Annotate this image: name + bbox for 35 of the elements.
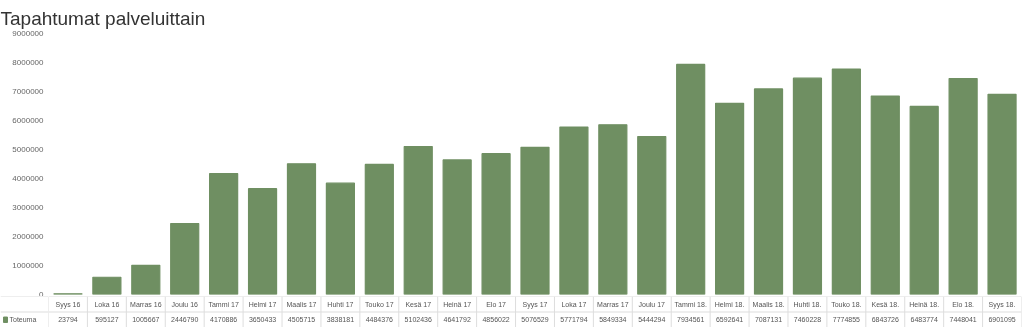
y-tick-label: 7000000	[12, 87, 45, 96]
bar	[286, 163, 317, 295]
bar	[987, 93, 1017, 295]
bar	[714, 102, 745, 295]
bar	[909, 105, 939, 295]
bar	[637, 136, 667, 295]
y-tick-label: 6000000	[12, 116, 45, 125]
bar	[520, 146, 550, 295]
y-tick-label: 3000000	[12, 203, 45, 212]
bar	[948, 77, 978, 295]
bar	[753, 88, 784, 295]
bar	[559, 126, 589, 295]
bar	[792, 77, 823, 295]
y-tick-label: 4000000	[12, 174, 45, 183]
y-tick-label: 8000000	[12, 58, 45, 67]
bar	[170, 222, 200, 295]
y-tick-label: 2000000	[12, 232, 45, 241]
bar	[442, 159, 472, 295]
chart-title: Tapahtumat palveluittain	[0, 7, 206, 29]
bar	[131, 264, 161, 295]
bar	[831, 68, 861, 295]
bar	[364, 163, 394, 295]
bar	[325, 182, 356, 295]
bar	[92, 276, 122, 295]
y-tick-label: 0	[39, 289, 45, 299]
y-tick-label: 5000000	[12, 145, 45, 154]
bar	[870, 95, 900, 295]
bar	[247, 188, 278, 295]
y-tick-label: 9000000	[12, 29, 45, 38]
bar	[676, 63, 706, 295]
bar	[403, 145, 433, 295]
bar	[598, 124, 628, 295]
bar	[481, 153, 511, 295]
y-tick-label: 1000000	[12, 261, 45, 270]
bar	[209, 172, 239, 295]
